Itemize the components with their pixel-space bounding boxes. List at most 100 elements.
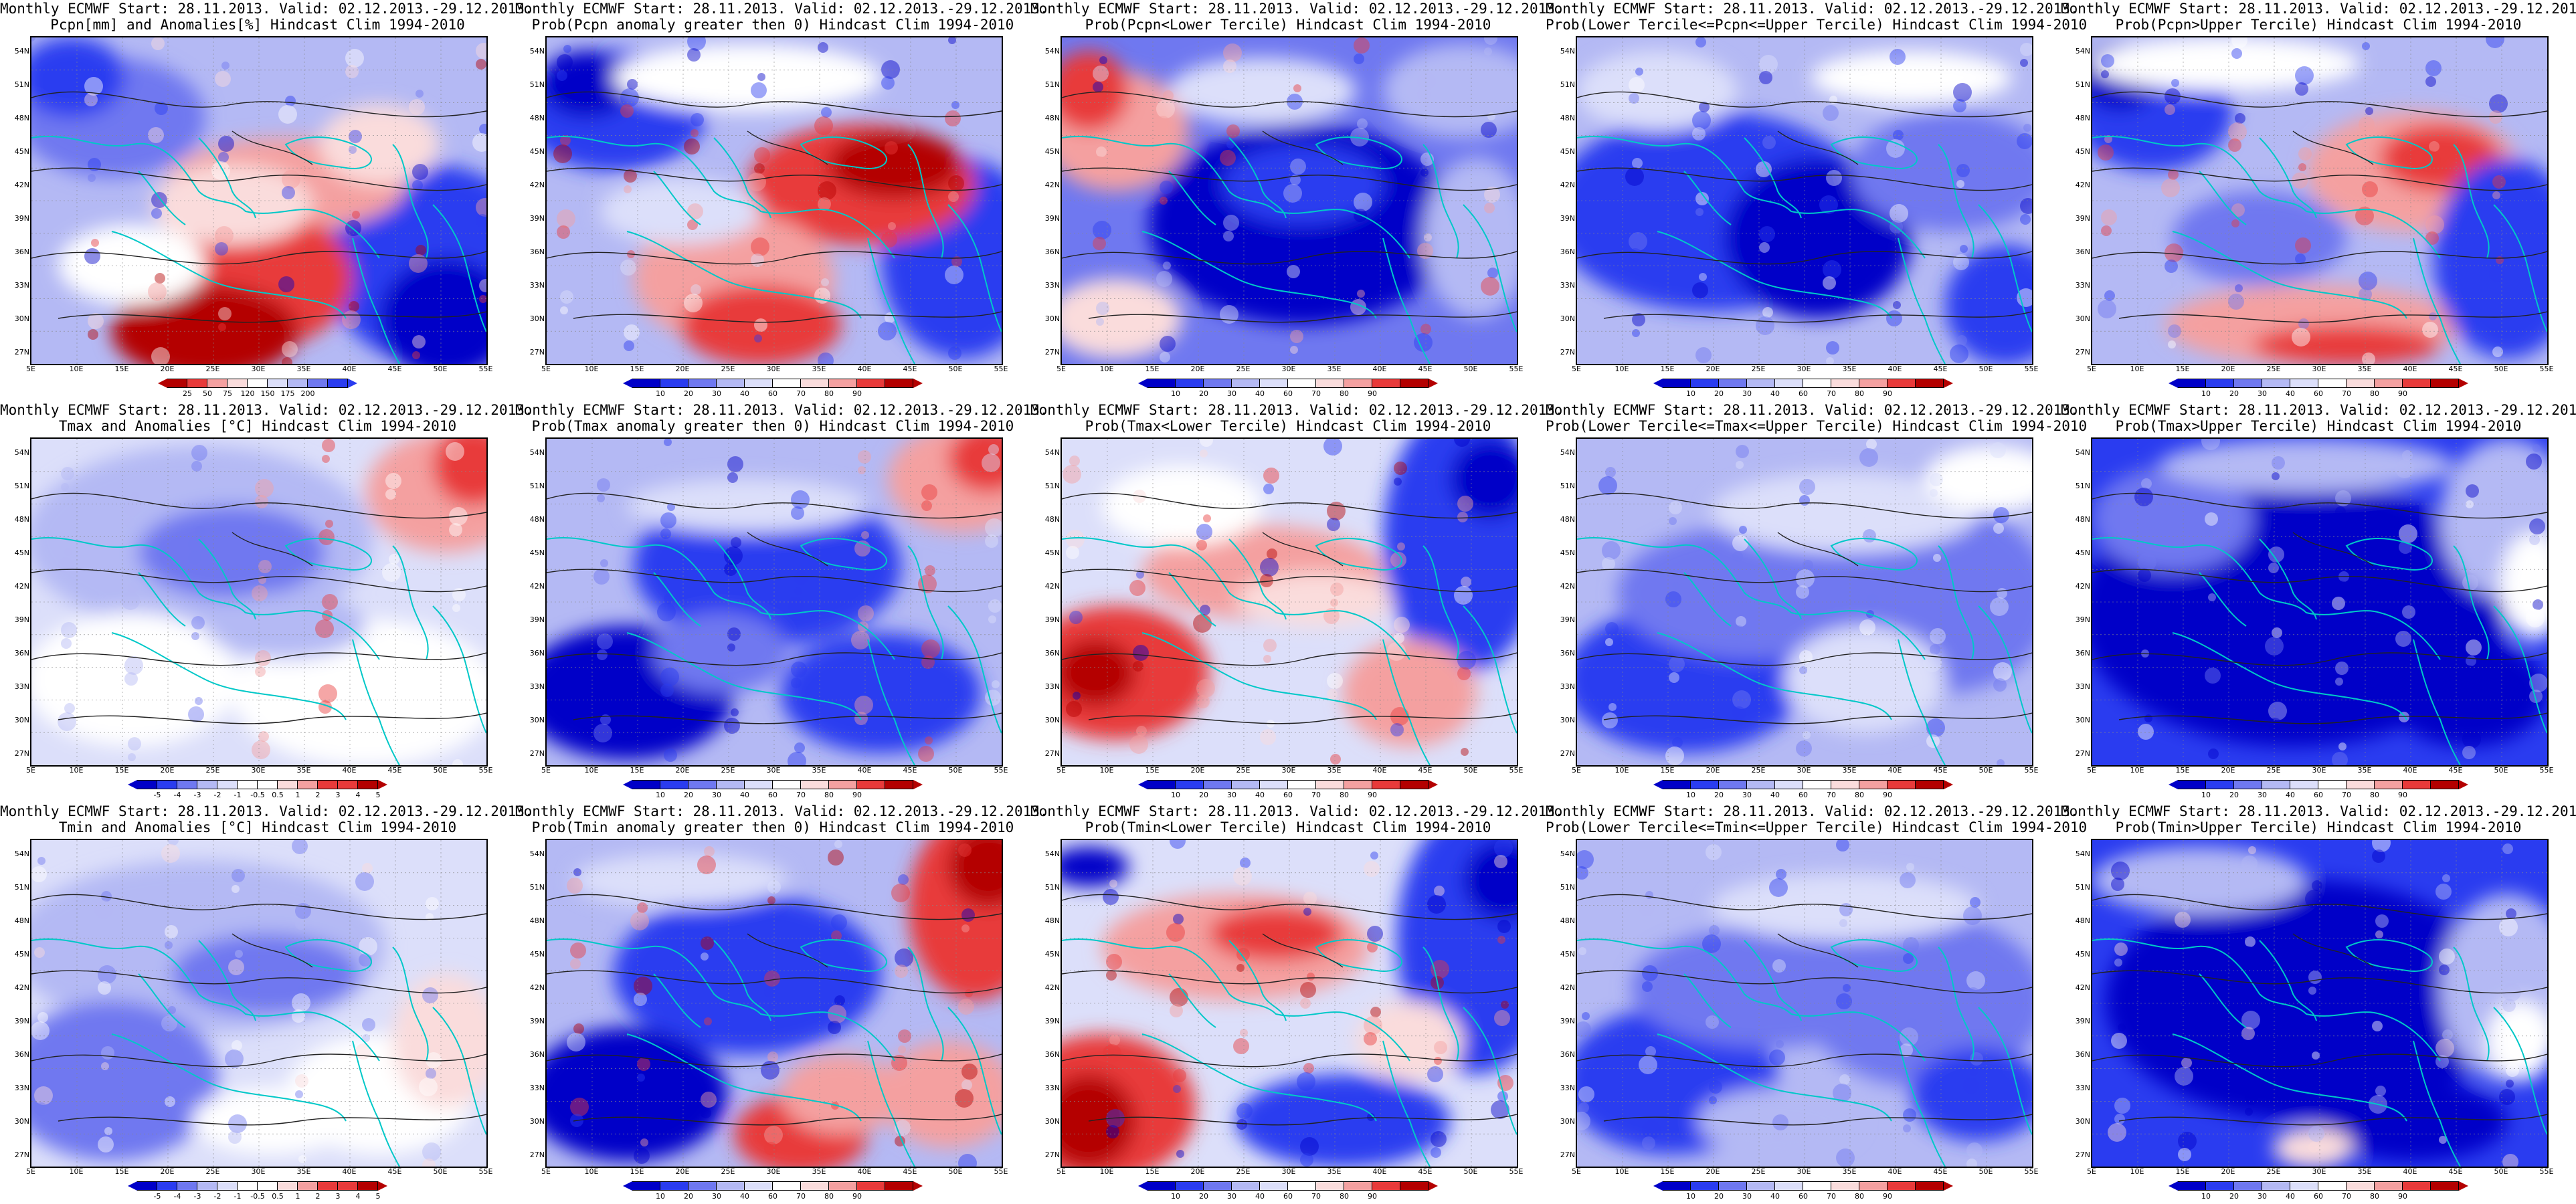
shaded-speckle [2181, 1058, 2192, 1068]
shaded-speckle [684, 294, 703, 312]
colorbar-segment [2178, 780, 2206, 789]
shaded-speckle [1394, 617, 1410, 633]
shaded-speckle [1163, 90, 1174, 101]
shaded-speckle [1577, 1021, 1591, 1037]
shaded-speckle [921, 500, 932, 511]
shaded-region [2500, 532, 2547, 639]
latitude-label: 27N [2075, 1150, 2090, 1159]
longitude-label: 25E [1236, 766, 1251, 775]
shaded-speckle [228, 975, 239, 986]
colorbar-segment [1147, 1181, 1176, 1191]
shaded-region [600, 178, 761, 245]
shaded-speckle [1236, 1103, 1253, 1119]
coastline [1382, 237, 1431, 364]
coastline [1463, 204, 1517, 332]
latitude-label: 36N [2075, 247, 2090, 256]
shaded-speckle [965, 989, 973, 997]
colorbar-tick-label: 40 [1770, 1192, 1780, 1201]
coastline [2493, 605, 2547, 734]
shaded-speckle [255, 479, 274, 498]
shaded-region [2106, 880, 2507, 1121]
shaded-speckle [818, 181, 836, 200]
colorbar-segment [688, 1181, 717, 1191]
coastline [1938, 144, 1974, 259]
shaded-speckle [2023, 124, 2031, 132]
map-panel: Monthly ECMWF Start: 28.11.2013. Valid: … [515, 401, 1048, 803]
shaded-speckle [2502, 843, 2513, 854]
contour-line [547, 569, 1002, 593]
coastline [547, 938, 895, 1062]
shaded-speckle [1639, 1056, 1657, 1074]
map-panel: Monthly ECMWF Start: 28.11.2013. Valid: … [0, 0, 533, 401]
shaded-speckle [1367, 1113, 1375, 1121]
colorbar-segment [1663, 1181, 1691, 1191]
coastline [138, 171, 186, 225]
colorbar-segment [197, 1181, 217, 1191]
shaded-speckle [155, 102, 168, 115]
shaded-speckle [1669, 656, 1685, 672]
latitude-label: 48N [1560, 916, 1575, 925]
colorbar-tick-label: -3 [193, 1192, 201, 1201]
colorbar-segment [885, 379, 913, 388]
shaded-speckle [2268, 702, 2287, 720]
shaded-speckle [1759, 55, 1778, 74]
shaded-speckle [1823, 105, 1839, 121]
shaded-speckle [834, 995, 845, 1006]
shaded-speckle [2429, 312, 2437, 320]
shaded-speckle [88, 174, 96, 182]
coastline [800, 136, 887, 169]
coastline [138, 572, 186, 627]
contour-line [547, 492, 1002, 519]
shaded-speckle [1233, 1038, 1249, 1054]
longitude-label: 40E [2403, 766, 2417, 775]
coastline [198, 137, 256, 219]
shaded-speckle [704, 846, 715, 857]
shaded-speckle [1602, 541, 1621, 560]
longitude-label: 55E [2539, 365, 2554, 373]
shaded-speckle [1963, 906, 1982, 925]
forecast-map [2091, 437, 2549, 767]
latitude-label: 45N [1560, 950, 1575, 959]
longitude-label: 15E [2175, 1167, 2190, 1176]
shaded-speckle [352, 211, 360, 219]
latitude-label: 33N [2075, 281, 2090, 290]
colorbar-tick-label: 80 [2370, 791, 2379, 799]
forecast-map [30, 437, 488, 767]
latitude-label: 45N [14, 950, 29, 959]
shaded-speckle [31, 1021, 50, 1040]
longitude-label: 15E [630, 766, 644, 775]
shaded-speckle [1367, 1097, 1380, 1110]
shaded-speckle [881, 76, 895, 90]
shaded-speckle [895, 1136, 905, 1146]
colorbar-segment [1260, 780, 1288, 789]
shaded-region [1925, 445, 2032, 512]
shaded-speckle [701, 1092, 717, 1108]
shaded-speckle [1103, 889, 1119, 905]
shaded-speckle [925, 736, 933, 744]
shaded-speckle [1303, 908, 1311, 916]
colorbar-tick-label: 2 [315, 791, 320, 799]
shaded-speckle [2533, 444, 2541, 452]
colorbar-tick-label: -4 [173, 1192, 181, 1201]
latitude-label: 48N [2075, 114, 2090, 122]
shaded-speckle [104, 1127, 112, 1135]
shaded-speckle [2529, 534, 2540, 545]
latitude-label: 51N [529, 883, 545, 892]
shaded-speckle [1863, 684, 1879, 700]
shaded-speckle [161, 844, 180, 863]
longitude-label: 15E [114, 766, 129, 775]
latitude-label: 42N [1044, 181, 1060, 189]
shaded-speckle [409, 254, 428, 273]
shaded-speckle [2529, 518, 2545, 534]
shaded-speckle [764, 1126, 783, 1144]
shaded-speckle [1826, 186, 1837, 197]
coastline [1978, 204, 2032, 332]
contour-line [2292, 130, 2374, 165]
shaded-region [2173, 191, 2347, 285]
panel-subtitle: Prob(Tmax anomaly greater then 0) Hindca… [531, 418, 1014, 434]
shaded-speckle [1370, 1007, 1381, 1017]
contour-line [232, 532, 313, 567]
shaded-speckle [1263, 484, 1274, 494]
shaded-region [393, 974, 486, 1108]
colorbar-left-arrow [1138, 379, 1147, 388]
